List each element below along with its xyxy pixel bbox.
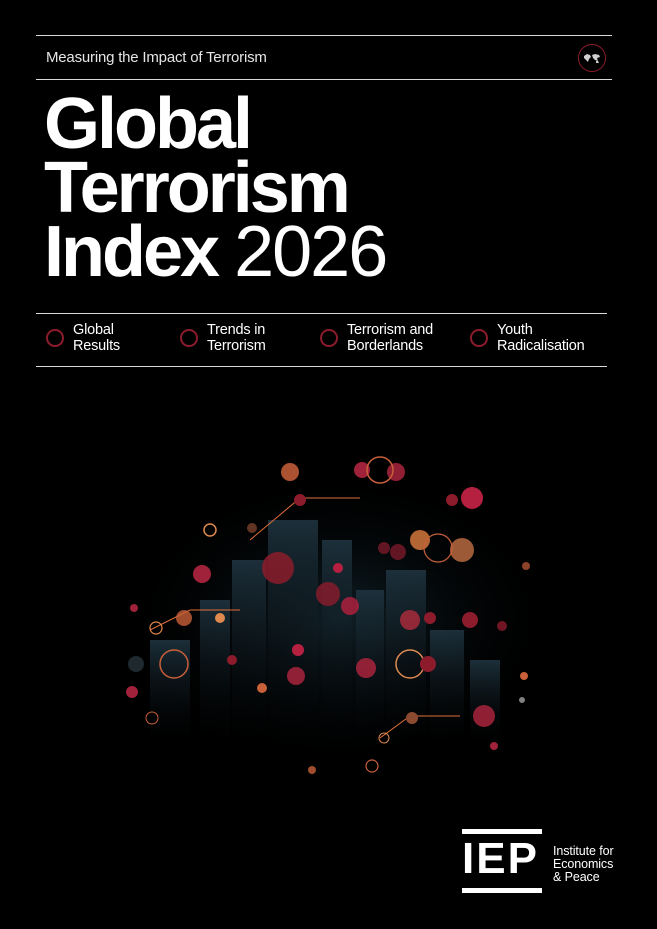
circle-bullet-icon <box>46 329 64 347</box>
title-line-3: Index 2026 <box>44 216 388 288</box>
topic-label-line1: Global <box>73 322 114 338</box>
cover-subtitle: Measuring the Impact of Terrorism <box>46 49 267 66</box>
topic-label-line2: Radicalisation <box>497 338 585 354</box>
topic-label-line1: Trends in <box>207 322 266 338</box>
topic-label-line2: Terrorism <box>207 338 266 354</box>
bokeh-dots <box>126 456 530 774</box>
topic-terrorism-and-borderlands[interactable]: Terrorism and Borderlands <box>320 322 457 354</box>
logo-name-line3: & Peace <box>553 870 600 884</box>
topic-label-line2: Borderlands <box>347 338 423 354</box>
top-rule <box>36 35 612 36</box>
topic-list: Global Results Trends in Terrorism Terrori… <box>46 322 616 358</box>
title-index-word: Index <box>44 212 220 292</box>
topic-label-line2: Results <box>73 338 120 354</box>
iep-logo-mark: IEP <box>462 829 542 893</box>
topic-trends-in-terrorism[interactable]: Trends in Terrorism <box>180 322 317 354</box>
title-line-2: Terrorism <box>44 148 351 228</box>
world-map-icon <box>578 44 606 72</box>
topics-top-rule <box>36 313 607 314</box>
topic-label-line1: Youth <box>497 322 533 338</box>
circle-bullet-icon <box>320 329 338 347</box>
logo-name-line1: Institute for <box>553 844 614 858</box>
circle-bullet-icon <box>180 329 198 347</box>
topic-global-results[interactable]: Global Results <box>46 322 183 354</box>
skyline-shapes <box>150 520 500 750</box>
light-streaks <box>90 461 560 751</box>
topics-bottom-rule <box>36 366 607 367</box>
report-title: Global Terrorism Index 2026 <box>44 84 388 288</box>
title-rule <box>36 79 612 80</box>
topic-label-line1: Terrorism and <box>347 322 434 338</box>
title-line-1: Global <box>44 84 253 164</box>
iep-logo-letters: IEP <box>462 834 539 883</box>
title-year: 2026 <box>234 212 388 292</box>
topic-youth-radicalisation[interactable]: Youth Radicalisation <box>470 322 607 354</box>
cover-artwork <box>90 456 560 774</box>
iep-logo-name: Institute for Economics & Peace <box>553 845 653 884</box>
logo-name-line2: Economics <box>553 857 614 871</box>
circle-bullet-icon <box>470 329 488 347</box>
